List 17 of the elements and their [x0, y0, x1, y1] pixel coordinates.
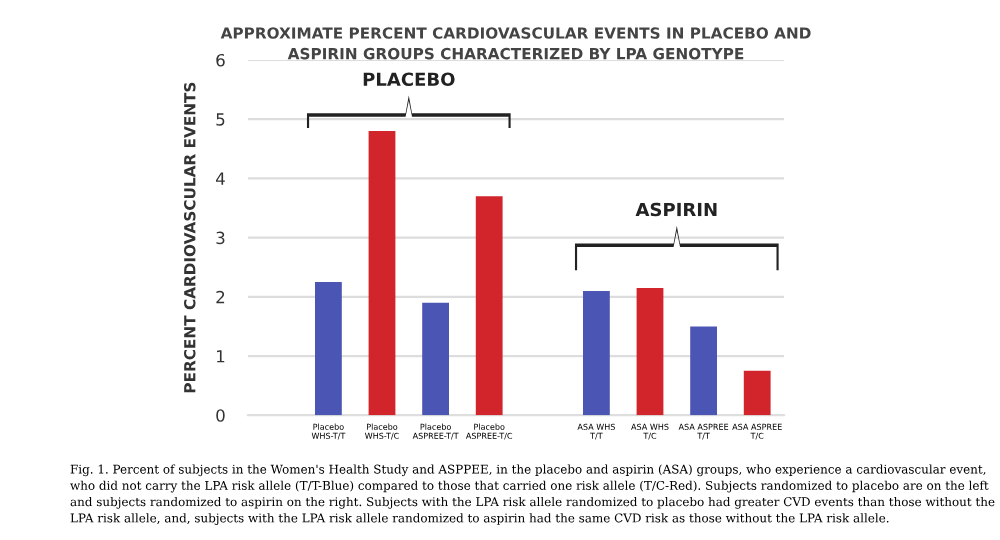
bar: [368, 131, 396, 416]
y-tick-label: 5: [216, 113, 225, 126]
y-tick-label: 2: [216, 290, 225, 304]
y-tick-label: 0: [216, 409, 225, 422]
annotation: PLACEBO: [363, 72, 455, 87]
y-tick-label: 1: [217, 350, 225, 363]
y-tick-label: 6: [216, 53, 225, 67]
bar: [743, 370, 771, 416]
bar: [690, 326, 717, 416]
bar: [583, 290, 610, 416]
bar: [475, 196, 503, 416]
bar: [315, 282, 342, 416]
bar: [636, 287, 664, 416]
annotation: ASPIRIN: [635, 202, 717, 217]
bar: [422, 302, 449, 416]
y-tick-label: 3: [216, 231, 225, 245]
y-tick-label: 4: [215, 172, 225, 185]
